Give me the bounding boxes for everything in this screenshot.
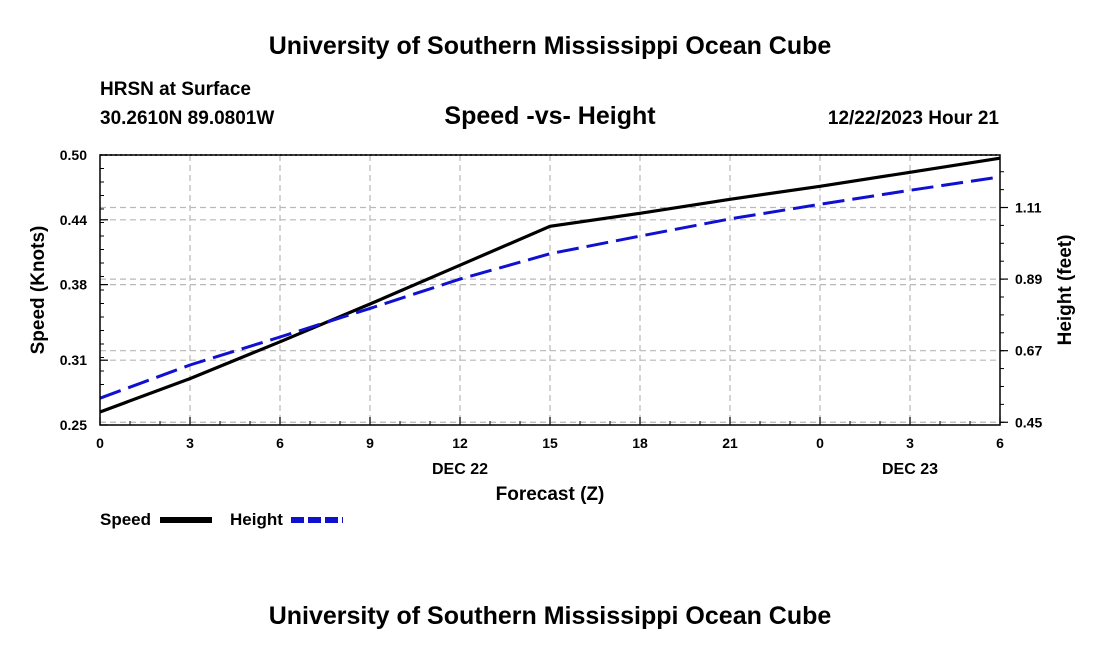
x-tick-label: 12: [452, 435, 468, 451]
x-tick-label: 9: [366, 435, 374, 451]
station-label: HRSN at Surface: [100, 79, 251, 100]
x-tick-label: 3: [906, 435, 914, 451]
height-line: [99, 175, 1001, 400]
x-tick-label: 21: [722, 435, 738, 451]
footer-title: University of Southern Mississippi Ocean…: [269, 602, 832, 630]
datetime-label: 12/22/2023 Hour 21: [828, 108, 1000, 129]
y-tick-label: 0.50: [60, 147, 87, 163]
y2-tick-label: 1.11: [1015, 200, 1042, 216]
y-tick-label: 0.25: [60, 417, 87, 433]
legend: Speed Height: [100, 510, 343, 529]
x-tick-label: 6: [996, 435, 1004, 451]
legend-speed-label: Speed: [100, 510, 151, 529]
grid-lines: [100, 154, 1000, 426]
y2-axis-label: Height (feet): [1055, 235, 1076, 346]
coordinates-label: 30.2610N 89.0801W: [100, 108, 274, 129]
x-tick-label: 0: [96, 435, 104, 451]
chart-subtitle: Speed -vs- Height: [444, 102, 656, 130]
y2-tick-label: 0.67: [1015, 343, 1042, 359]
y-tick-label: 0.38: [60, 277, 87, 293]
plot-frame: [99, 154, 1001, 426]
x-tick-label: 18: [632, 435, 648, 451]
x-tick-label: 15: [542, 435, 558, 451]
y-tick-label: 0.31: [60, 352, 87, 368]
chart-title: University of Southern Mississippi Ocean…: [269, 32, 832, 60]
legend-height-label: Height: [230, 510, 283, 529]
tick-labels: 0 3 6 9 12 15 18 21 0 3 6 DEC 22 DEC 23 0.25 0.31 0.38 0…: [60, 147, 1043, 478]
x-axis-label: Forecast (Z): [496, 484, 605, 505]
y2-tick-label: 0.45: [1015, 414, 1042, 430]
x-tick-label: 3: [186, 435, 194, 451]
speed-line: [99, 156, 1001, 414]
y2-tick-label: 0.89: [1015, 271, 1042, 287]
x-tick-label: 0: [816, 435, 824, 451]
y-axis-label: Speed (Knots): [28, 226, 49, 355]
date-label: DEC 23: [882, 461, 938, 478]
x-tick-label: 6: [276, 435, 284, 451]
y-tick-label: 0.44: [60, 212, 87, 228]
series-layer: [99, 156, 1001, 414]
date-label: DEC 22: [432, 461, 488, 478]
